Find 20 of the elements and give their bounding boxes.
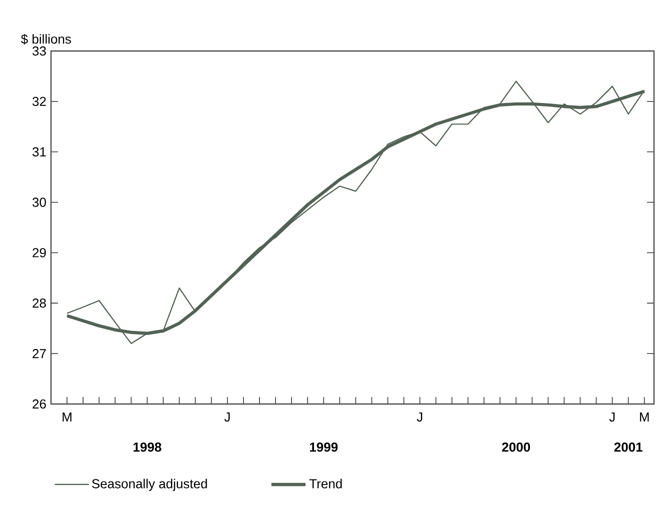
text: 1998 [134,442,162,452]
y-tick-label: 27 [32,349,46,358]
text: 2000 [502,442,530,452]
x-tick-label: J [416,412,422,422]
y-tick-label: 32 [32,96,46,106]
y-tick-label: 30 [32,198,46,207]
legend-label: Seasonally adjusted [92,478,207,491]
legend-label: Trend [309,478,342,488]
y-tick-label: 31 [32,147,46,156]
x-tick-label: J [224,412,230,422]
text: 1999 [310,442,338,452]
y-tick-label: 26 [32,399,46,409]
text: 2001 [614,442,642,452]
x-tick-label: M [640,412,649,422]
x-tick-label: J [609,412,615,422]
x-tick-label: M [62,412,72,422]
y-axis-title: $ billions [21,34,71,44]
y-tick-label: 29 [32,248,46,258]
y-tick-label: 28 [32,298,46,308]
y-tick-label: 33 [32,46,46,56]
